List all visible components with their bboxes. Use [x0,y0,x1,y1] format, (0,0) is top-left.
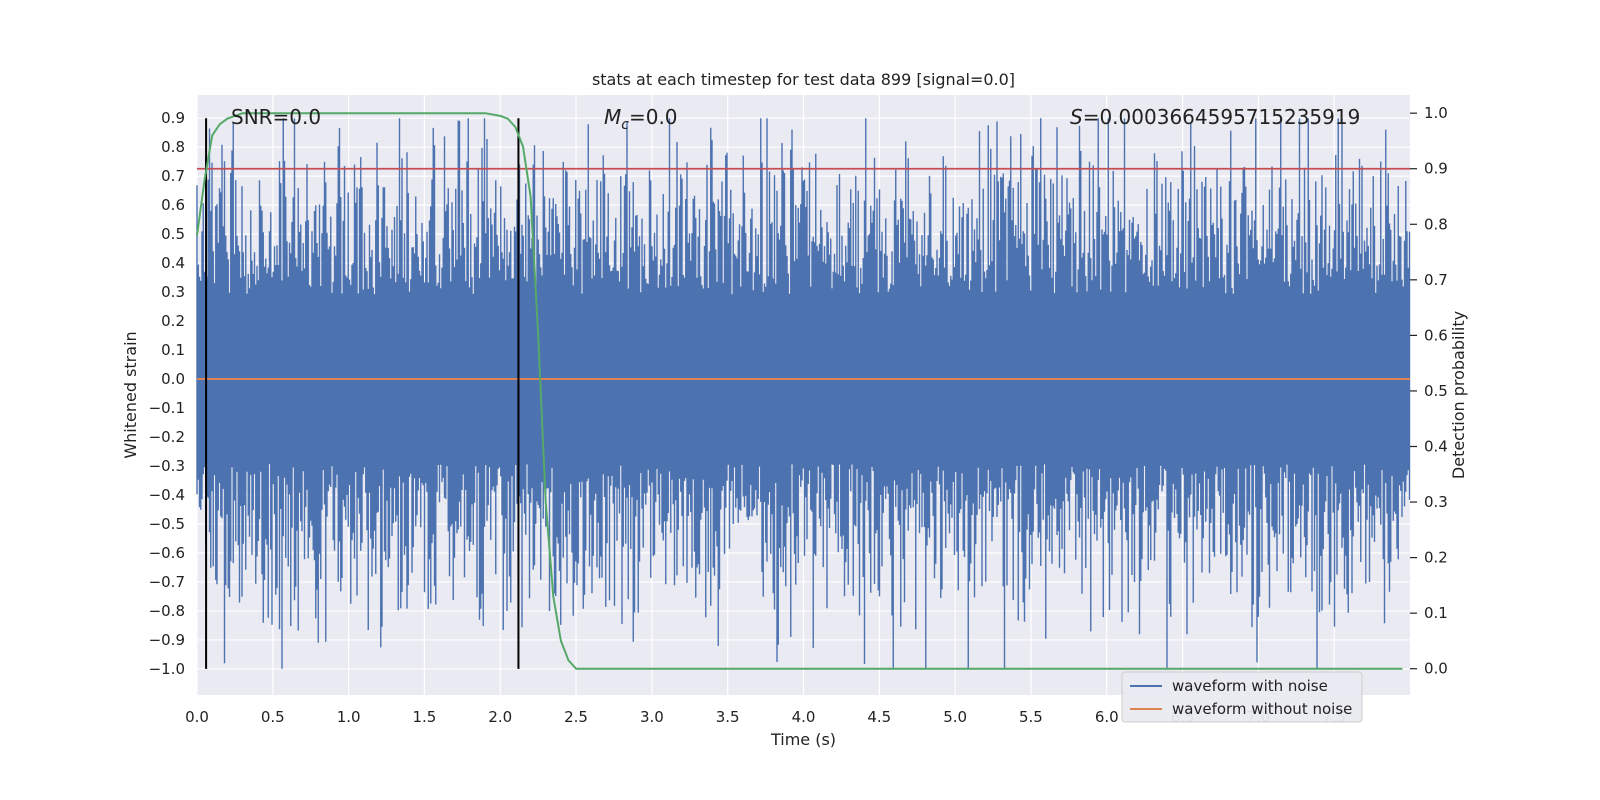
x-tick-label: 0.0 [185,708,209,726]
x-tick-label: 4.0 [792,708,816,726]
legend-label-clean: waveform without noise [1172,700,1352,718]
annotation-mc-subscript: c [621,117,629,133]
y-axis-ticks: 0.9 0.8 0.7 0.6 0.5 0.4 0.3 0.2 0.1 0.0 −0.1 −0.2 −0… [149,109,185,678]
x-tick-label: 1.0 [337,708,361,726]
y-tick-label: 0.0 [161,370,185,388]
y2-axis-label: Detection probability [1449,311,1468,479]
y-tick-label: −0.1 [149,399,185,417]
y-tick-label: −0.7 [149,573,185,591]
y-tick-label: −0.4 [149,486,185,504]
y-tick-label: 0.9 [161,109,185,127]
y2-tick-label: 0.1 [1424,604,1448,622]
annotation-score: S=0.0003664595715235919 [1070,105,1360,129]
y-tick-label: −0.3 [149,457,185,475]
x-tick-label: 5.5 [1019,708,1043,726]
y2-tick-label: 1.0 [1424,104,1448,122]
y2-tick-label: 0.0 [1424,660,1448,678]
annotation-s-value: =0.0003664595715235919 [1083,105,1361,129]
y-tick-label: −1.0 [149,660,185,678]
y-tick-label: 0.7 [161,167,185,185]
y-tick-label: −0.5 [149,515,185,533]
noise-trace [196,118,1411,669]
legend-label-noise: waveform with noise [1172,677,1328,695]
annotation-s-symbol: S [1070,105,1083,129]
annotation-snr: SNR=0.0 [231,105,321,129]
x-tick-label: 6.0 [1095,708,1119,726]
legend: waveform with noise waveform without noi… [1121,671,1363,723]
x-tick-label: 2.5 [564,708,588,726]
y2-tick-label: 0.9 [1424,160,1448,178]
series-detection-probability [196,112,1403,670]
chart-title: stats at each timestep for test data 899… [592,70,1015,89]
y2-tick-label: 0.7 [1424,271,1448,289]
x-tick-label: 3.5 [716,708,740,726]
legend-box [1121,671,1363,723]
y-tick-label: 0.4 [161,254,185,272]
y-tick-label: 0.6 [161,196,185,214]
annotation-mc-value: =0.0 [629,105,678,129]
annotation-chirp-mass: Mc=0.0 [604,105,678,133]
y-axis-label: Whitened strain [121,331,140,458]
series-waveform-with-noise [196,118,1411,669]
y2-tick-label: 0.5 [1424,382,1448,400]
y-tick-label: −0.6 [149,544,185,562]
y-tick-label: 0.5 [161,225,185,243]
y2-axis-ticks: 1.0 0.9 0.8 0.7 0.6 0.5 0.4 0.3 0.2 0.1 0.0 [1410,104,1448,678]
x-axis-label: Time (s) [770,730,836,749]
y2-tick-label: 0.2 [1424,549,1448,567]
y-tick-label: 0.3 [161,283,185,301]
y2-tick-label: 0.6 [1424,326,1448,344]
x-tick-label: 5.0 [943,708,967,726]
y-tick-label: −0.9 [149,631,185,649]
y2-tick-label: 0.4 [1424,438,1448,456]
y-tick-label: −0.2 [149,428,185,446]
y-tick-label: 0.2 [161,312,185,330]
x-tick-label: 4.5 [867,708,891,726]
x-tick-label: 3.0 [640,708,664,726]
y2-tick-label: 0.8 [1424,215,1448,233]
x-tick-label: 1.5 [413,708,437,726]
y-tick-label: −0.8 [149,602,185,620]
y-tick-label: 0.8 [161,138,185,156]
y2-tick-label: 0.3 [1424,493,1448,511]
y-tick-label: 0.1 [161,341,185,359]
x-tick-label: 2.0 [488,708,512,726]
annotation-mc-symbol: M [604,105,621,129]
x-tick-label: 0.5 [261,708,285,726]
